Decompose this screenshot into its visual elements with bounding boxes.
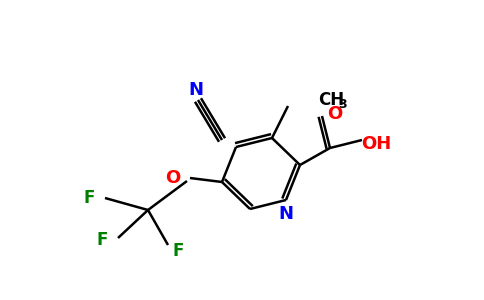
Text: CH: CH <box>318 91 344 109</box>
Text: O: O <box>327 105 342 123</box>
Text: F: F <box>173 242 184 260</box>
Text: F: F <box>97 231 108 249</box>
Text: N: N <box>278 205 293 223</box>
Text: 3: 3 <box>338 98 347 110</box>
Text: O: O <box>165 169 180 187</box>
Text: F: F <box>84 189 95 207</box>
Text: N: N <box>188 81 203 99</box>
Text: OH: OH <box>361 135 391 153</box>
